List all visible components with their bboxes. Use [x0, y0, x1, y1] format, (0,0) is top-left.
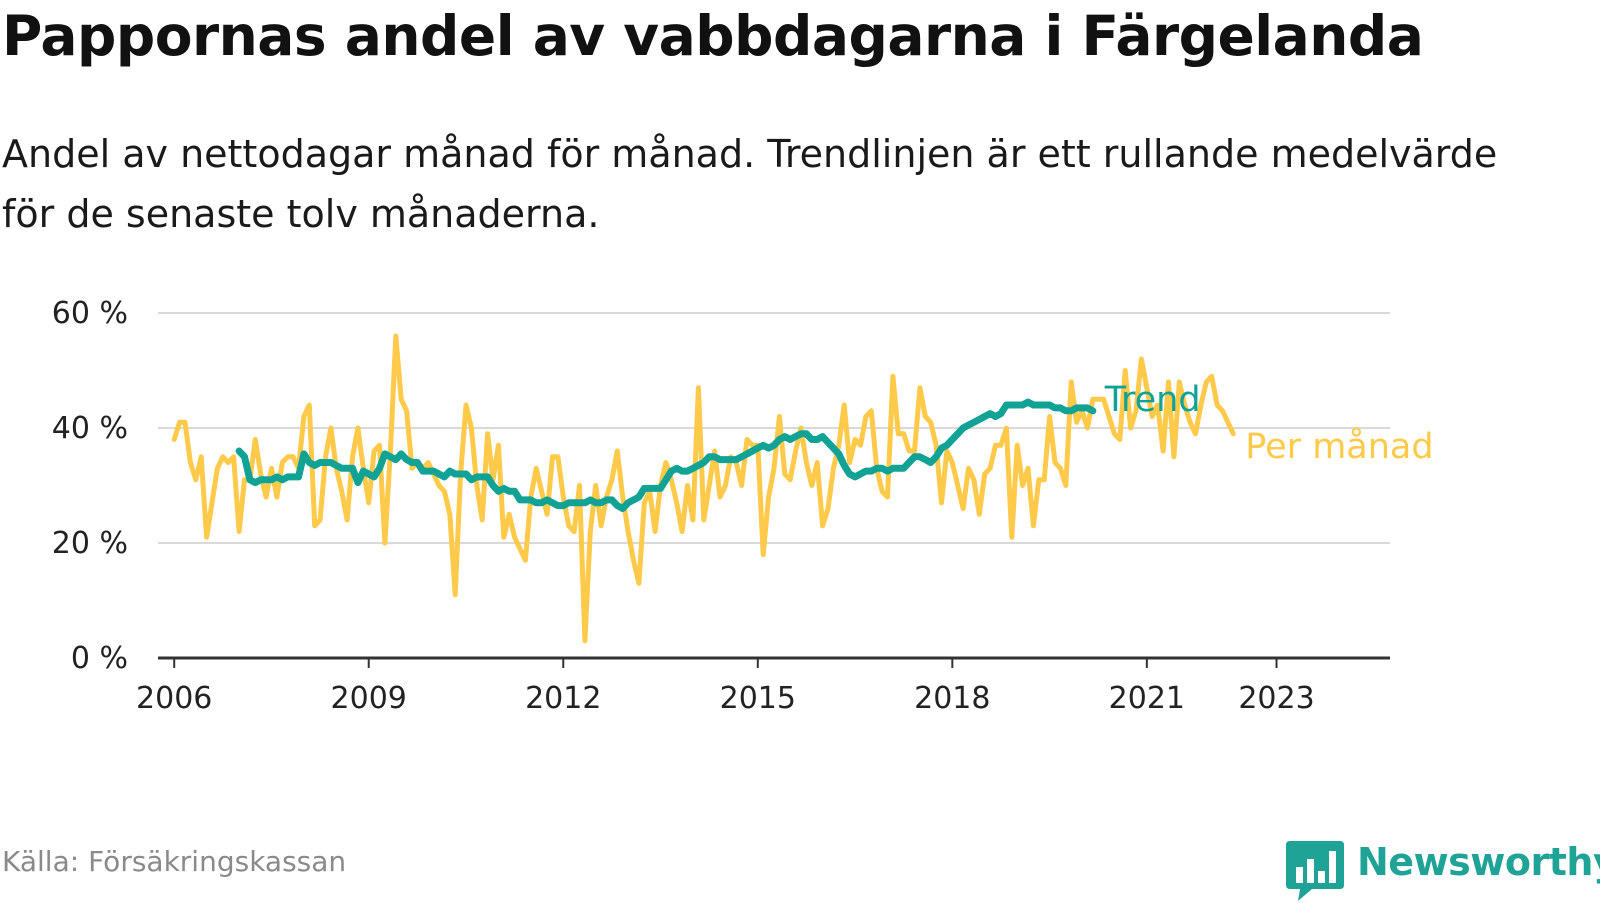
trend-line	[235, 398, 1097, 512]
monthly-label: Per månad	[1245, 426, 1433, 467]
chart-subtitle: Andel av nettodagar månad för månad. Tre…	[2, 132, 1498, 236]
x-tick-label: 2006	[136, 681, 212, 716]
y-tick-label: 0 %	[71, 641, 128, 676]
x-tick-label: 2009	[331, 681, 407, 716]
trend-label: Trend	[1104, 380, 1201, 420]
x-tick-label: 2012	[525, 681, 601, 716]
x-axis-ticks: 2006 2009 2012 2015 2018 2021 2023	[136, 658, 1315, 716]
y-axis-ticks: 0 % 20 % 40 % 60 %	[52, 296, 128, 676]
monthly-line	[171, 333, 1236, 644]
gridlines	[158, 312, 1390, 544]
y-tick-label: 60 %	[52, 296, 128, 331]
x-tick-label: 2015	[720, 681, 796, 716]
x-tick-label: 2021	[1109, 681, 1185, 716]
source-note: Källa: Försäkringskassan	[2, 845, 347, 878]
series-lines	[171, 333, 1236, 644]
y-tick-label: 40 %	[52, 411, 128, 446]
x-tick-label: 2018	[914, 681, 990, 716]
newsworthy-chart-icon	[1286, 841, 1344, 901]
brand-name: Newsworthy	[1357, 840, 1600, 884]
series-labels: Per månad Trend	[1104, 380, 1434, 467]
chart-title: Pappornas andel av vabbdagarna i Färgela…	[2, 4, 1424, 68]
x-tick-label: 2023	[1238, 681, 1314, 716]
y-tick-label: 20 %	[52, 526, 128, 561]
